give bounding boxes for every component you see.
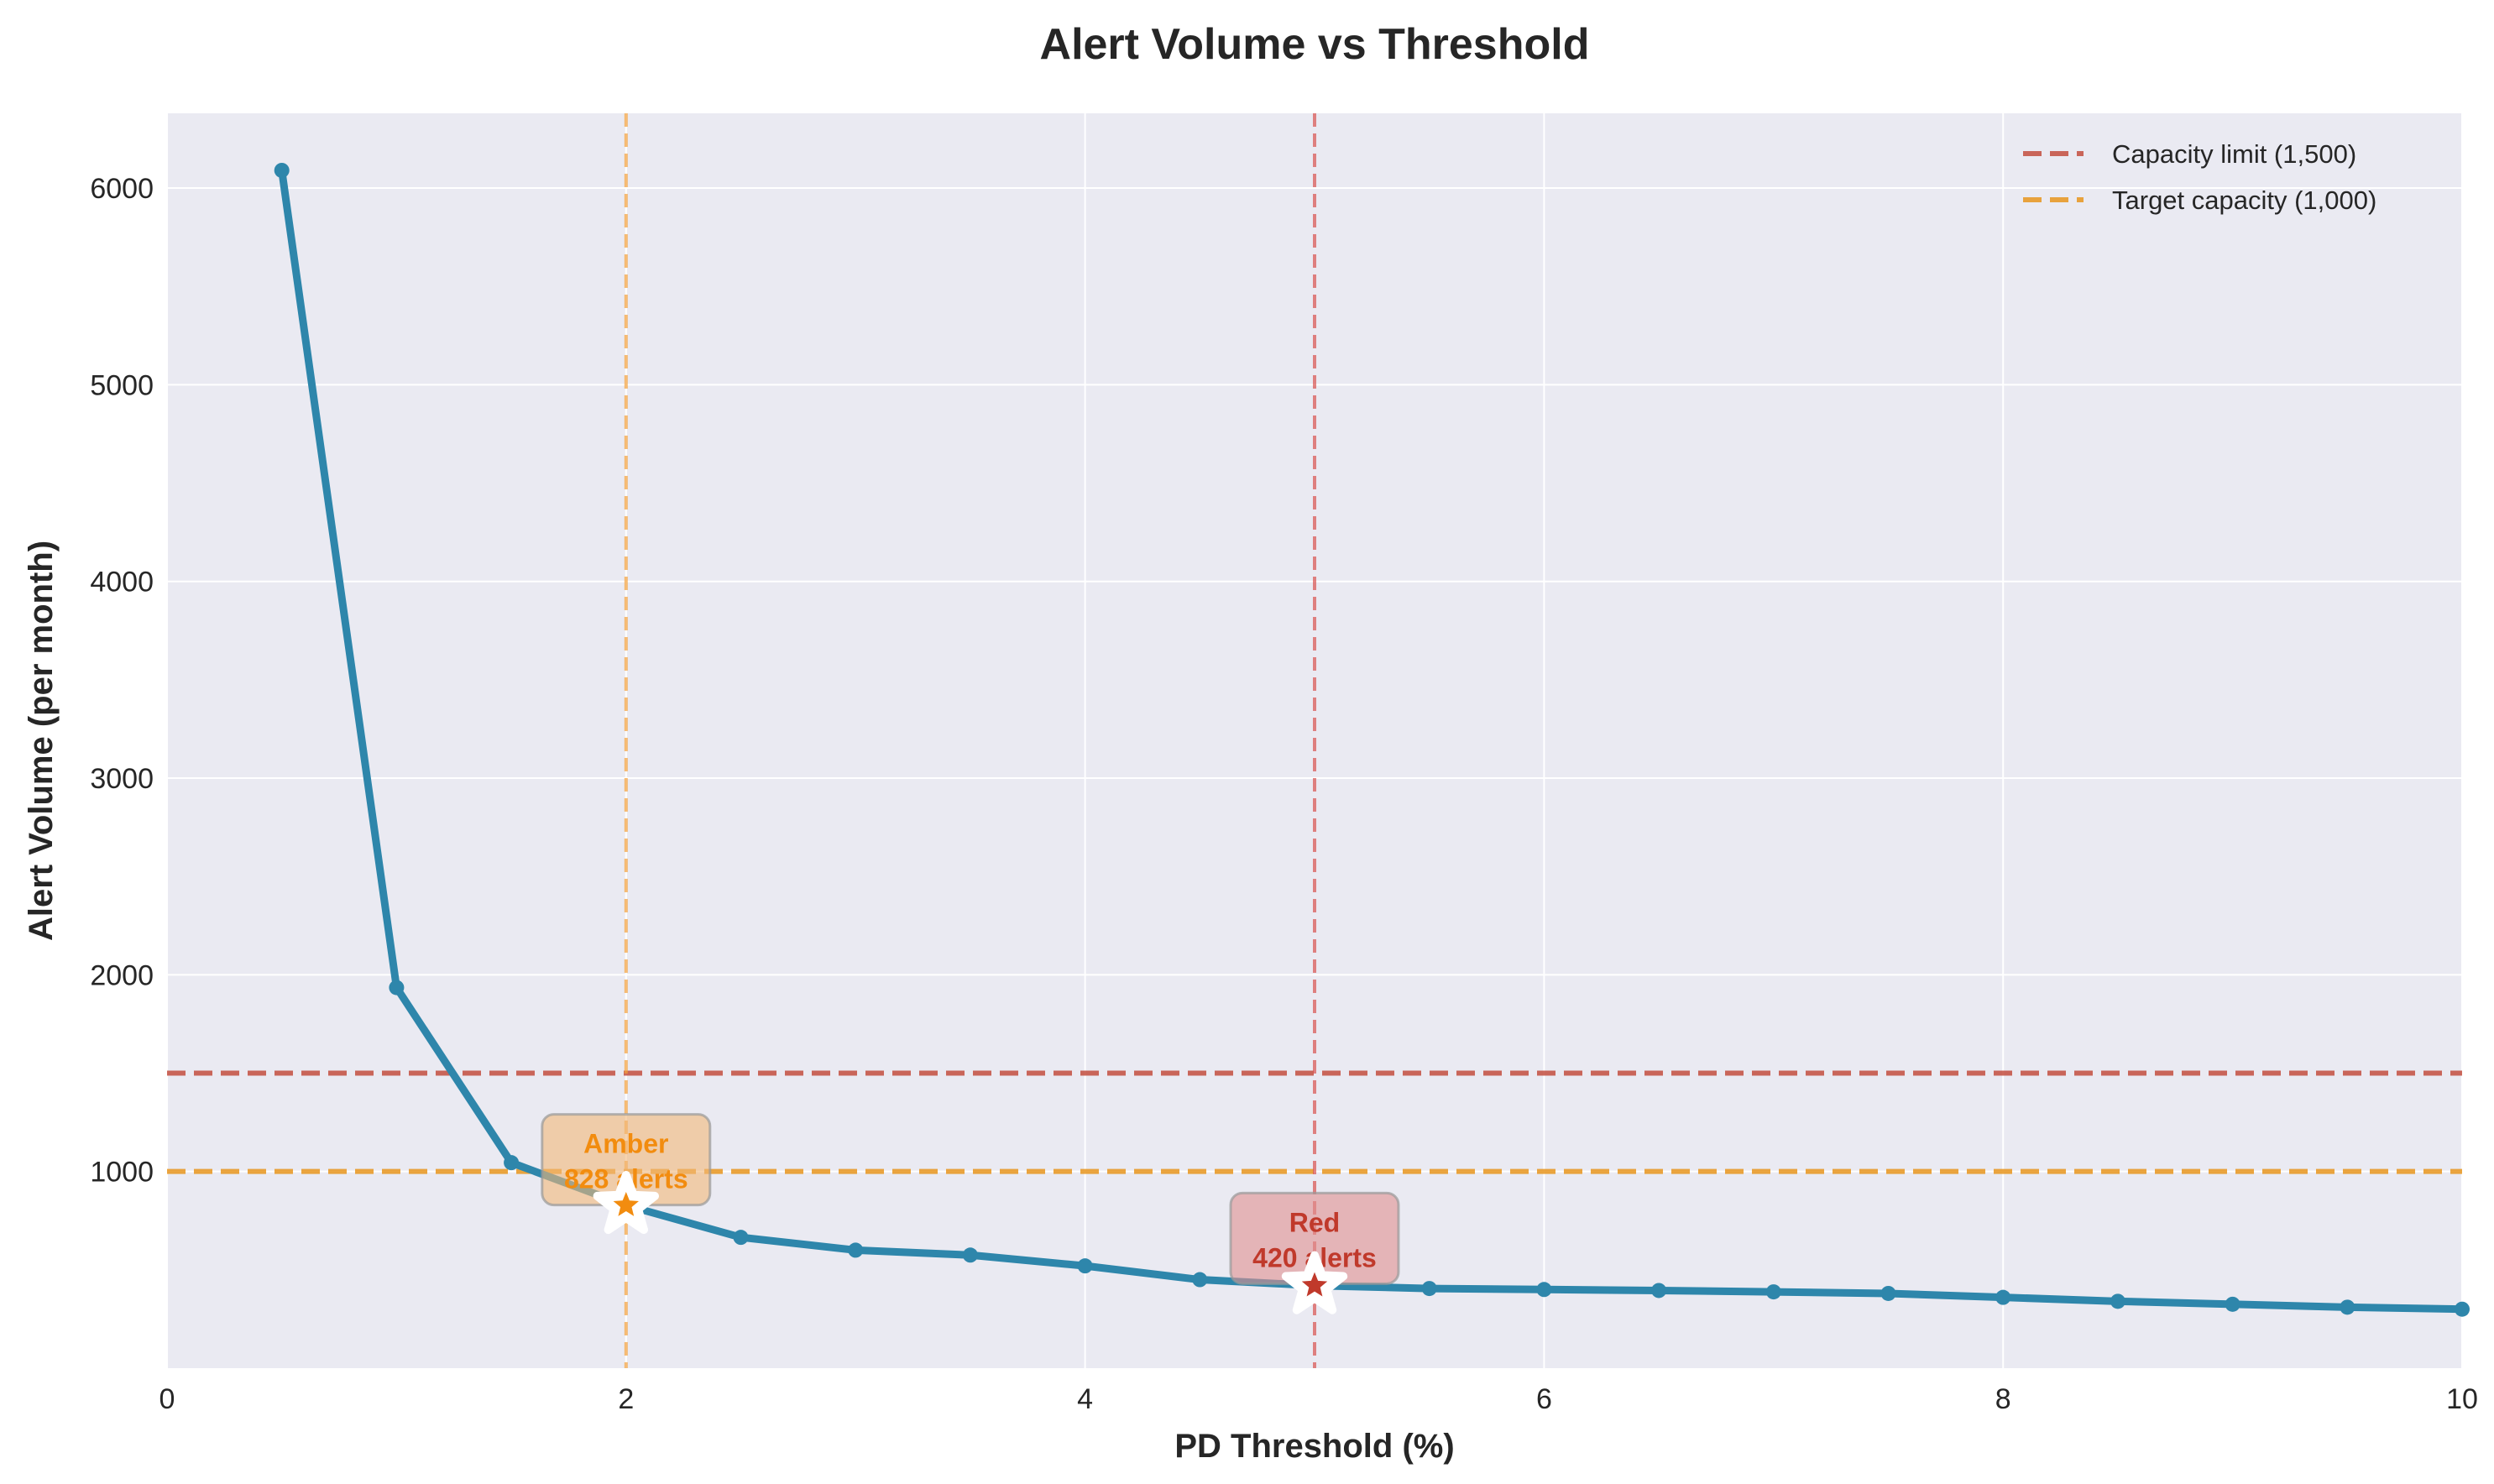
data-point bbox=[274, 162, 290, 178]
amber-annotation-label: Amber bbox=[583, 1129, 668, 1159]
data-point bbox=[962, 1247, 978, 1263]
chart-title: Alert Volume vs Threshold bbox=[1040, 20, 1590, 69]
data-point bbox=[733, 1230, 749, 1246]
x-tick-label: 2 bbox=[618, 1383, 634, 1415]
y-tick-label: 1000 bbox=[90, 1157, 154, 1189]
y-tick-label: 6000 bbox=[90, 173, 154, 205]
data-point bbox=[1077, 1258, 1093, 1274]
y-tick-label: 4000 bbox=[90, 567, 154, 598]
y-tick-label: 2000 bbox=[90, 959, 154, 991]
data-point bbox=[504, 1155, 520, 1171]
y-tick-label: 3000 bbox=[90, 763, 154, 795]
data-point bbox=[2340, 1299, 2355, 1315]
tick-labels: 0 2 4 6 8 10 1000 2000 3000 4000 5000 6000 bbox=[90, 173, 2478, 1415]
data-point bbox=[1765, 1284, 1781, 1300]
data-point bbox=[1651, 1283, 1667, 1298]
data-point bbox=[2110, 1293, 2125, 1309]
amber-star-marker bbox=[613, 1192, 639, 1216]
x-axis-label: PD Threshold (%) bbox=[1174, 1428, 1454, 1465]
x-tick-label: 4 bbox=[1077, 1383, 1093, 1415]
legend-label: Capacity limit (1,500) bbox=[2112, 139, 2356, 169]
y-axis-label: Alert Volume (per month) bbox=[23, 541, 60, 941]
x-tick-label: 10 bbox=[2446, 1383, 2478, 1415]
data-point bbox=[848, 1242, 864, 1258]
series-line bbox=[278, 166, 2466, 1314]
data-point bbox=[389, 980, 405, 995]
data-point bbox=[1536, 1282, 1552, 1298]
legend: Capacity limit (1,500) Target capacity (1… bbox=[2023, 139, 2376, 215]
data-point bbox=[2455, 1301, 2470, 1317]
legend-label: Target capacity (1,000) bbox=[2112, 186, 2376, 215]
red-star-marker bbox=[1301, 1272, 1328, 1297]
red-annotation-label: Red bbox=[1289, 1207, 1340, 1237]
data-point bbox=[2225, 1296, 2240, 1312]
x-tick-label: 6 bbox=[1536, 1383, 1552, 1415]
data-point bbox=[1421, 1281, 1437, 1297]
x-tick-label: 8 bbox=[1995, 1383, 2011, 1415]
data-point bbox=[1880, 1285, 1896, 1301]
data-point bbox=[1192, 1272, 1208, 1288]
x-tick-label: 0 bbox=[159, 1383, 175, 1415]
data-point bbox=[1995, 1289, 2011, 1305]
y-tick-label: 5000 bbox=[90, 369, 154, 401]
